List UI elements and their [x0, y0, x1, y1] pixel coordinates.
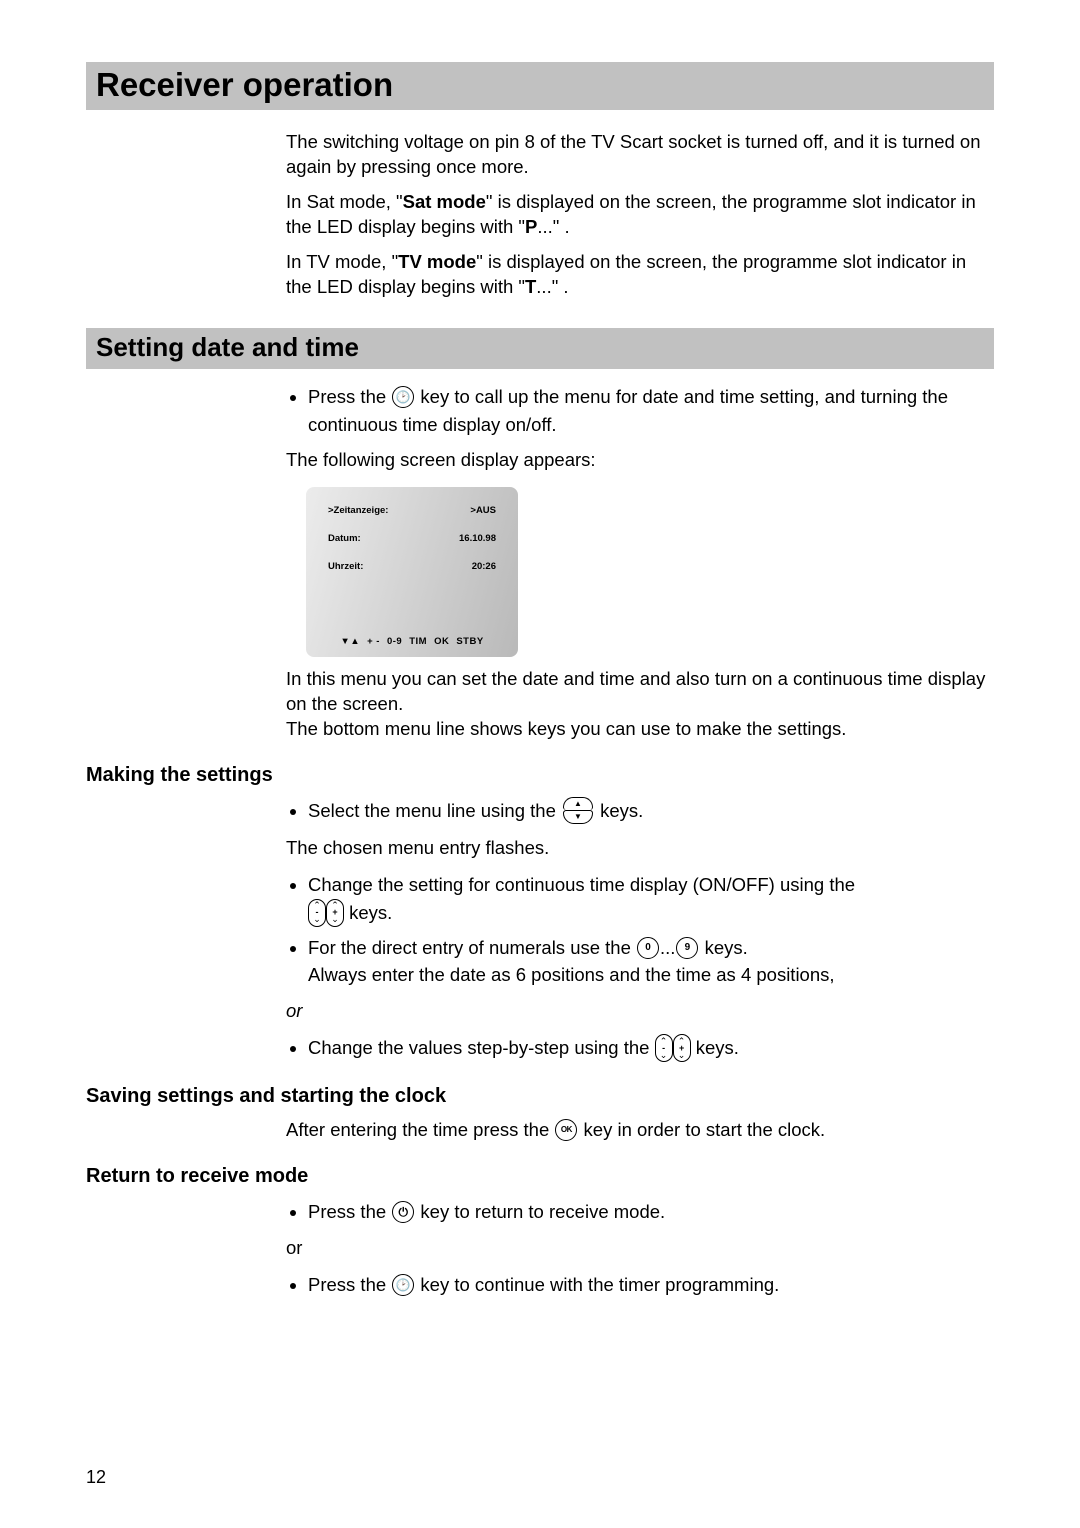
- plus-oval-icon: ⌃+⌄: [326, 899, 344, 927]
- intro-p2: In Sat mode, "Sat mode" is displayed on …: [286, 190, 994, 240]
- minus-oval-icon: ⌃-⌄: [308, 899, 326, 927]
- power-key-icon: [392, 1201, 414, 1223]
- ok-key-icon: OK: [555, 1119, 577, 1141]
- after-screen-p2: The bottom menu line shows keys you can …: [286, 717, 994, 742]
- osd-screen: >Zeitanzeige: >AUS Datum: 16.10.98 Uhrze…: [306, 487, 518, 657]
- following-screen-text: The following screen display appears:: [286, 448, 994, 473]
- making-b4: Change the values step-by-step using the…: [308, 1034, 994, 1063]
- after-screen-p1: In this menu you can set the date and ti…: [286, 667, 994, 717]
- intro-p3: In TV mode, "TV mode" is displayed on th…: [286, 250, 994, 300]
- down-up-triangle-icon: ▼▲: [340, 637, 360, 647]
- section-heading: Setting date and time: [96, 332, 359, 362]
- making-list-1: Select the menu line using the ▲▼ keys.: [286, 797, 994, 826]
- page-title: Receiver operation: [96, 66, 393, 103]
- making-b1: Select the menu line using the ▲▼ keys.: [308, 797, 994, 826]
- return-list-1: Press the key to return to receive mode.: [286, 1198, 994, 1226]
- screen-row-2: Datum: 16.10.98: [306, 533, 518, 544]
- making-b2: Change the setting for continuous time d…: [308, 871, 994, 928]
- return-or: or: [286, 1236, 994, 1261]
- return-heading: Return to receive mode: [86, 1165, 994, 1188]
- plus-oval-icon-2: ⌃+⌄: [673, 1034, 691, 1062]
- making-heading: Making the settings: [86, 764, 994, 787]
- bullet-clock-menu: Press the key to call up the menu for da…: [308, 383, 994, 439]
- bullet-list-1: Press the key to call up the menu for da…: [286, 383, 994, 439]
- making-list-3: Change the values step-by-step using the…: [286, 1034, 994, 1063]
- making-b3: For the direct entry of numerals use the…: [308, 934, 994, 990]
- screen-row-3: Uhrzeit: 20:26: [306, 561, 518, 572]
- zero-key-icon: 0: [637, 937, 659, 959]
- page-number: 12: [86, 1467, 106, 1488]
- making-body: Select the menu line using the ▲▼ keys. …: [286, 797, 994, 1063]
- nine-key-icon: 9: [676, 937, 698, 959]
- clock-key-icon-2: [392, 1274, 414, 1296]
- making-or: or: [286, 999, 994, 1024]
- return-list-2: Press the key to continue with the timer…: [286, 1271, 994, 1299]
- up-down-rocker-icon: ▲▼: [563, 797, 593, 824]
- making-list-2: Change the setting for continuous time d…: [286, 871, 994, 989]
- minus-oval-icon-2: ⌃-⌄: [655, 1034, 673, 1062]
- page-title-bar: Receiver operation: [86, 62, 994, 110]
- screen-row-1: >Zeitanzeige: >AUS: [306, 505, 518, 516]
- making-flash: The chosen menu entry flashes.: [286, 836, 994, 861]
- section-heading-bar: Setting date and time: [86, 328, 994, 369]
- return-b1: Press the key to return to receive mode.: [308, 1198, 994, 1226]
- saving-heading: Saving settings and starting the clock: [86, 1085, 994, 1108]
- screen-footer: ▼▲ + - 0-9 TIM OK STBY: [306, 636, 518, 647]
- saving-body: After entering the time press the OK key…: [286, 1118, 994, 1143]
- section-body: Press the key to call up the menu for da…: [286, 383, 994, 742]
- return-b2: Press the key to continue with the timer…: [308, 1271, 994, 1299]
- clock-key-icon: [392, 386, 414, 408]
- saving-p: After entering the time press the OK key…: [286, 1118, 994, 1143]
- intro-block: The switching voltage on pin 8 of the TV…: [286, 130, 994, 300]
- return-body: Press the key to return to receive mode.…: [286, 1198, 994, 1298]
- intro-p1: The switching voltage on pin 8 of the TV…: [286, 130, 994, 180]
- page: Receiver operation The switching voltage…: [0, 0, 1080, 1528]
